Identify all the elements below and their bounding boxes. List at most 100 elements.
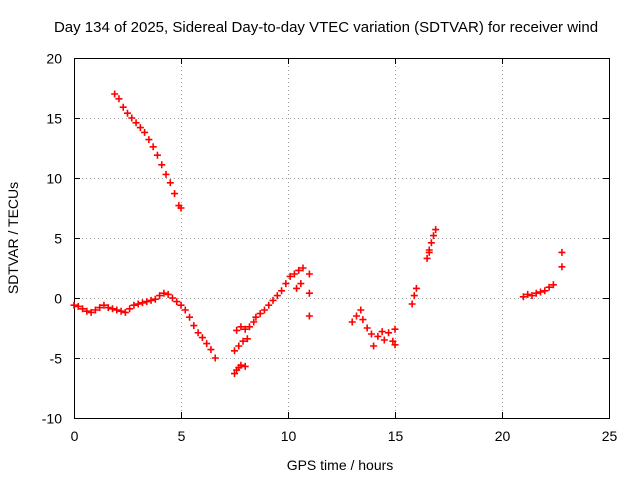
- data-point: [260, 306, 268, 314]
- data-point: [124, 109, 131, 117]
- data-point: [156, 292, 164, 300]
- data-point: [412, 284, 420, 292]
- data-point: [367, 330, 375, 338]
- x-tick-labels: 0 5 10 15 20 25: [71, 428, 618, 444]
- data-point: [282, 280, 290, 288]
- data-point: [181, 306, 189, 314]
- data-point: [203, 340, 211, 348]
- data-point: [348, 318, 356, 326]
- data-point: [237, 361, 245, 369]
- x-tick-label: 15: [388, 428, 404, 444]
- data-point: [359, 316, 367, 324]
- data-point: [115, 95, 123, 103]
- data-point: [537, 288, 545, 296]
- data-point: [265, 301, 273, 309]
- data-point: [149, 143, 157, 151]
- y-axis-label: SDTVAR / TECUs: [5, 182, 21, 294]
- data-point: [233, 326, 241, 334]
- data-point: [130, 301, 138, 309]
- data-point: [370, 342, 378, 350]
- data-point: [177, 204, 185, 212]
- data-point: [128, 114, 136, 122]
- x-tick-label: 20: [495, 428, 511, 444]
- data-point: [117, 307, 125, 315]
- data-point: [532, 289, 540, 297]
- data-point: [528, 292, 536, 300]
- x-tick-label: 5: [178, 428, 186, 444]
- data-point: [385, 329, 393, 337]
- data-point: [363, 324, 371, 332]
- data-point: [70, 301, 78, 309]
- data-point: [241, 325, 249, 333]
- data-point: [211, 354, 219, 362]
- data-point: [408, 300, 416, 308]
- data-point: [91, 306, 99, 314]
- data-point: [177, 301, 185, 309]
- data-point: [166, 179, 174, 187]
- data-point: [374, 332, 382, 340]
- data-point: [134, 300, 142, 308]
- data-point: [423, 254, 431, 262]
- data-point: [432, 226, 440, 234]
- data-points: [70, 90, 566, 378]
- data-point: [198, 334, 206, 342]
- data-point: [145, 136, 153, 144]
- data-point: [299, 264, 307, 272]
- data-point: [74, 302, 82, 310]
- data-point: [100, 301, 108, 309]
- data-point: [96, 304, 104, 312]
- data-point: [147, 296, 155, 304]
- data-point: [158, 161, 166, 169]
- data-point: [430, 232, 438, 240]
- data-point: [111, 90, 119, 98]
- data-point: [305, 312, 313, 320]
- x-tick-label: 10: [281, 428, 297, 444]
- data-point: [380, 336, 388, 344]
- data-point: [269, 296, 277, 304]
- data-point: [132, 119, 140, 127]
- data-point: [194, 329, 202, 337]
- data-point: [207, 346, 215, 354]
- data-point: [151, 295, 159, 303]
- data-point: [83, 307, 91, 315]
- y-tick-label: -5: [50, 351, 63, 367]
- y-tick-label: 15: [46, 111, 62, 127]
- data-point: [389, 337, 397, 345]
- data-point: [524, 290, 532, 298]
- axis-ticks: [74, 58, 610, 419]
- data-point: [109, 305, 117, 313]
- data-point: [378, 328, 386, 336]
- data-point: [252, 313, 260, 321]
- data-point: [143, 298, 151, 306]
- data-point: [79, 305, 87, 313]
- data-point: [171, 190, 179, 198]
- data-point: [558, 263, 566, 271]
- data-point: [295, 266, 303, 274]
- data-point: [297, 280, 305, 288]
- data-point: [425, 248, 433, 256]
- data-point: [305, 270, 313, 278]
- grid-lines: [74, 58, 609, 418]
- series-upper-branch: [111, 90, 185, 212]
- data-point: [113, 306, 121, 314]
- data-point: [190, 322, 198, 330]
- data-point: [153, 151, 161, 159]
- data-point: [290, 270, 298, 278]
- data-point: [231, 370, 238, 378]
- data-point: [545, 283, 553, 291]
- data-point: [186, 313, 194, 321]
- chart-title: Day 134 of 2025, Sidereal Day-to-day VTE…: [54, 19, 598, 36]
- data-point: [241, 362, 249, 370]
- data-point: [160, 289, 168, 297]
- data-point: [138, 299, 146, 307]
- data-point: [126, 305, 134, 313]
- data-point: [519, 293, 527, 301]
- data-point: [352, 312, 360, 320]
- data-point: [273, 292, 281, 300]
- data-point: [87, 308, 95, 316]
- data-point: [558, 248, 566, 256]
- data-point: [235, 342, 243, 350]
- data-point: [121, 308, 129, 316]
- y-tick-label: 5: [54, 231, 62, 247]
